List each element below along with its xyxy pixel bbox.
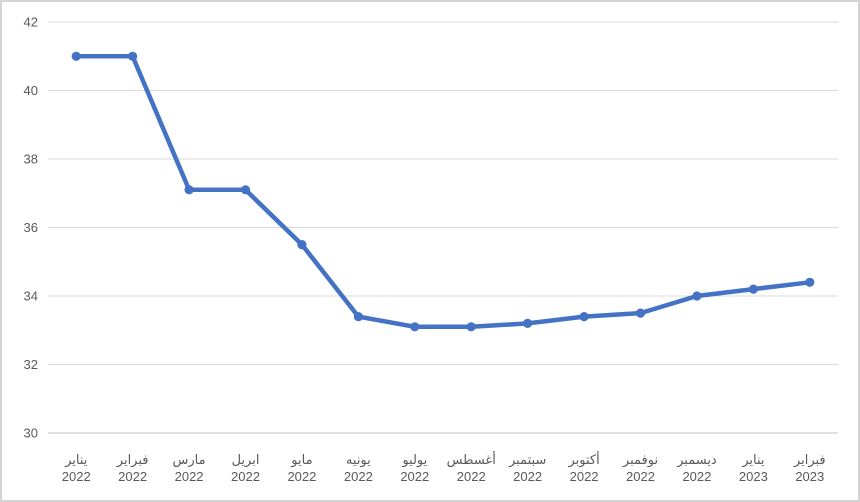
x-tick-label-year: 2022 <box>118 469 147 484</box>
data-point-marker <box>353 312 363 322</box>
y-tick-label: 30 <box>24 426 38 441</box>
data-point-marker <box>579 312 589 322</box>
x-tick-label-year: 2022 <box>231 469 260 484</box>
y-tick-label: 34 <box>24 289 38 304</box>
data-point-marker <box>523 318 533 328</box>
x-tick-label-year: 2023 <box>795 469 824 484</box>
x-tick-label-year: 2022 <box>175 469 204 484</box>
x-tick-label-month: أكتوبر <box>567 451 599 468</box>
y-tick-label: 32 <box>24 357 38 372</box>
data-point-marker <box>410 322 420 332</box>
x-tick-label-year: 2022 <box>62 469 91 484</box>
data-point-marker <box>635 308 646 318</box>
x-tick-label-month: مارس <box>173 452 206 468</box>
x-tick-label-year: 2022 <box>513 469 542 484</box>
x-tick-label-year: 2022 <box>570 469 599 484</box>
x-tick-label-month: ديسمبر <box>676 452 717 468</box>
y-tick-label: 40 <box>24 83 38 98</box>
x-axis-labels: يناير2022فبراير2022مارس2022ابريل2022مايو… <box>62 451 826 484</box>
data-point-marker <box>71 51 81 61</box>
x-tick-label-month: يناير <box>741 452 765 468</box>
data-point-marker <box>466 322 476 332</box>
x-tick-label-year: 2022 <box>400 469 429 484</box>
y-tick-label: 38 <box>24 152 38 167</box>
x-tick-label-month: يوليو <box>401 452 427 468</box>
data-point-marker <box>297 240 307 250</box>
x-tick-label-month: مايو <box>290 452 312 468</box>
data-point-marker <box>128 51 138 61</box>
x-tick-label-year: 2022 <box>457 469 486 484</box>
y-tick-label: 36 <box>24 220 38 235</box>
x-tick-label-month: يونيه <box>346 452 371 468</box>
data-point-marker <box>692 291 702 301</box>
x-tick-label-year: 2022 <box>682 469 711 484</box>
data-point-marker <box>184 185 194 195</box>
data-point-marker <box>805 277 815 287</box>
data-series <box>71 51 815 332</box>
x-tick-label-month: يناير <box>64 452 88 468</box>
x-tick-label-year: 2022 <box>287 469 316 484</box>
y-tick-label: 42 <box>24 15 38 30</box>
x-tick-label-year: 2022 <box>344 469 373 484</box>
data-point-marker <box>240 185 251 195</box>
y-axis-labels: 30 32 34 36 38 40 42 <box>24 15 38 441</box>
x-tick-label-month: فبراير <box>116 452 149 468</box>
x-tick-label-month: فبراير <box>793 452 826 468</box>
x-tick-label-month: سبتمبر <box>508 452 546 468</box>
data-point-marker <box>748 284 759 294</box>
x-tick-label-month: أغسطس <box>447 451 496 468</box>
x-tick-label-month: نوفمبر <box>622 452 658 468</box>
x-tick-label-month: ابريل <box>232 452 260 468</box>
gridlines <box>48 21 838 434</box>
x-tick-label-year: 2023 <box>739 469 768 484</box>
x-tick-label-year: 2022 <box>626 469 655 484</box>
series-line <box>73 54 813 330</box>
